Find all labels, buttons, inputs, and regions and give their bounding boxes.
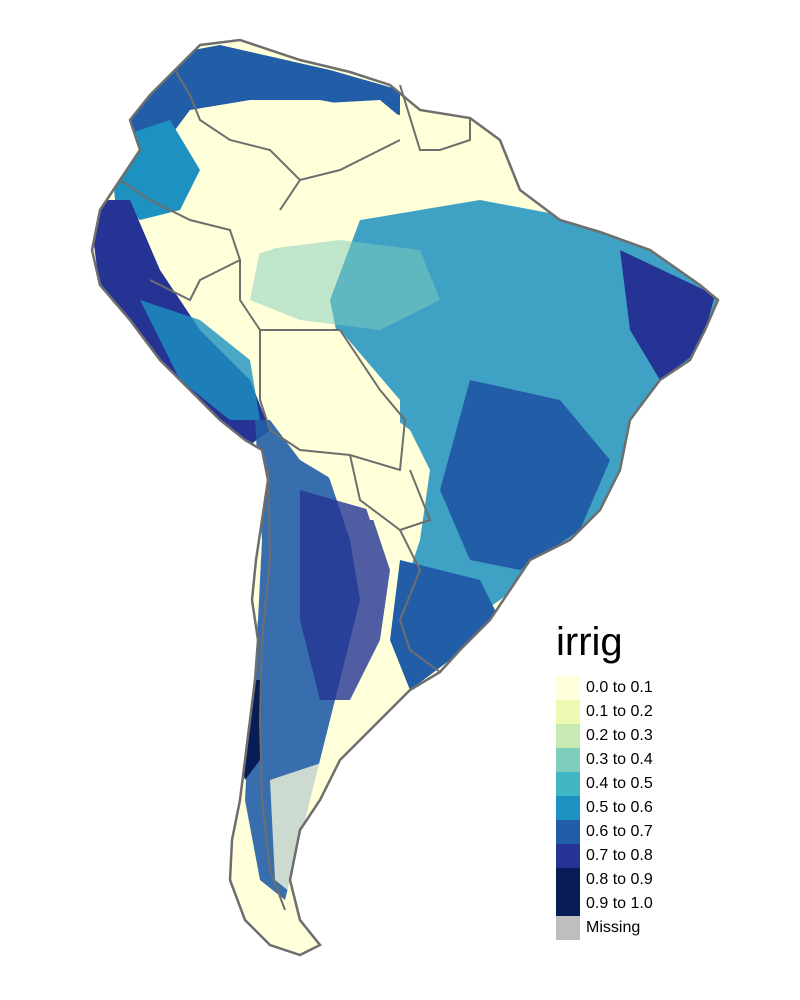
continent-outline xyxy=(90,38,720,957)
legend-label: 0.4 to 0.5 xyxy=(586,775,653,792)
region-peru-inland xyxy=(140,300,260,420)
border-guianas xyxy=(399,84,471,151)
legend-swatch xyxy=(556,916,580,940)
legend-label: 0.8 to 0.9 xyxy=(586,871,653,888)
legend-label: 0.7 to 0.8 xyxy=(586,847,653,864)
legend-label: 0.0 to 0.1 xyxy=(586,679,653,696)
map-legend: irrig 0.0 to 0.1 0.1 to 0.2 0.2 to 0.3 0.3 … xyxy=(556,620,786,940)
legend-label: 0.1 to 0.2 xyxy=(586,703,653,720)
legend-label: 0.6 to 0.7 xyxy=(586,823,653,840)
legend-item: 0.7 to 0.8 xyxy=(556,844,786,868)
legend-item: 0.6 to 0.7 xyxy=(556,820,786,844)
border-venezuela-brazil xyxy=(299,139,401,181)
legend-item: 0.5 to 0.6 xyxy=(556,796,786,820)
legend-swatch xyxy=(556,676,580,700)
legend-label: 0.5 to 0.6 xyxy=(586,799,653,816)
legend-label: 0.9 to 1.0 xyxy=(586,895,653,912)
region-paraguay-plain xyxy=(350,460,410,520)
region-amazon-light xyxy=(250,240,440,330)
legend-title: irrig xyxy=(556,620,623,664)
legend-item: 0.9 to 1.0 xyxy=(556,892,786,916)
border-argentina-brazil-uruguay xyxy=(398,529,441,673)
legend-label: 0.2 to 0.3 xyxy=(586,727,653,744)
legend-swatch xyxy=(556,748,580,772)
legend-item: 0.8 to 0.9 xyxy=(556,868,786,892)
legend-swatch xyxy=(556,868,580,892)
legend-label: 0.3 to 0.4 xyxy=(586,751,653,768)
legend-item: 0.0 to 0.1 xyxy=(556,676,786,700)
legend-items: 0.0 to 0.1 0.1 to 0.2 0.2 to 0.3 0.3 to 0.4… xyxy=(556,676,786,940)
legend-item: 0.2 to 0.3 xyxy=(556,724,786,748)
legend-swatch xyxy=(556,820,580,844)
legend-swatch xyxy=(556,892,580,916)
legend-swatch xyxy=(556,724,580,748)
border-colombia-ecuador-peru xyxy=(119,179,242,302)
legend-swatch xyxy=(556,844,580,868)
region-northeast-dark xyxy=(620,250,715,380)
legend-label: Missing xyxy=(586,919,641,936)
legend-item: 0.4 to 0.5 xyxy=(556,772,786,796)
region-argentina-center xyxy=(300,490,390,700)
legend-swatch xyxy=(556,796,580,820)
legend-swatch xyxy=(556,700,580,724)
legend-swatch xyxy=(556,772,580,796)
region-southeast-dark xyxy=(440,380,610,570)
irrigation-shading xyxy=(92,45,718,900)
legend-item: Missing xyxy=(556,916,786,940)
region-amazon-interior xyxy=(190,100,440,300)
border-chile-argentina xyxy=(258,469,286,911)
region-south-brazil xyxy=(390,560,500,690)
legend-item: 0.1 to 0.2 xyxy=(556,700,786,724)
country-borders xyxy=(119,69,471,911)
legend-item: 0.3 to 0.4 xyxy=(556,748,786,772)
